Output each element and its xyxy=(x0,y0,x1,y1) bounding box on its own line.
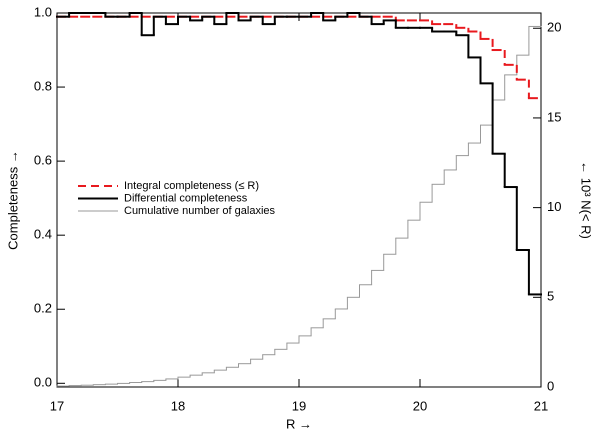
x-axis-label: R → xyxy=(286,416,312,431)
y-axis-label: Completeness → xyxy=(5,150,20,250)
y-tick-label: 0.8 xyxy=(34,78,52,93)
y2-tick-label: 5 xyxy=(547,289,554,304)
x-tick-label: 20 xyxy=(413,398,427,413)
y-tick-label: 0.6 xyxy=(34,153,52,168)
y2-axis-label: ← 10³ N(< R) xyxy=(579,161,594,239)
x-tick-label: 19 xyxy=(292,398,306,413)
y-tick-label: 0.4 xyxy=(34,227,52,242)
y-tick-label: 0.2 xyxy=(34,301,52,316)
y-tick-label: 1.0 xyxy=(34,4,52,19)
y2-tick-label: 10 xyxy=(547,199,561,214)
y2-tick-label: 0 xyxy=(547,378,554,393)
y2-tick-label: 20 xyxy=(547,20,561,35)
y-tick-label: 0.0 xyxy=(34,375,52,390)
legend-label: Cumulative number of galaxies xyxy=(124,205,276,217)
x-tick-label: 17 xyxy=(50,398,64,413)
y2-tick-label: 15 xyxy=(547,109,561,124)
x-tick-label: 18 xyxy=(171,398,185,413)
legend-label: Differential completeness xyxy=(124,192,248,204)
legend-label: Integral completeness (≤ R) xyxy=(124,180,259,192)
x-tick-label: 21 xyxy=(534,398,548,413)
